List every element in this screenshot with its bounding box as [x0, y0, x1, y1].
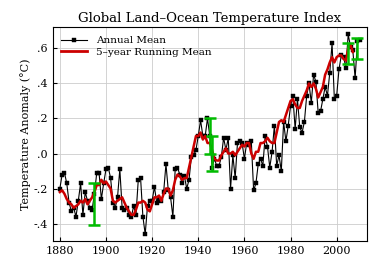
Legend: Annual Mean, 5–year Running Mean: Annual Mean, 5–year Running Mean: [58, 33, 214, 60]
Annual Mean: [85, 199, 90, 202]
Annual Mean: [358, 38, 362, 41]
5–year Running Mean: [291, 98, 295, 101]
5–year Running Mean: [279, 119, 284, 122]
Annual Mean: [178, 173, 182, 176]
Annual Mean: [155, 201, 159, 204]
5–year Running Mean: [228, 152, 233, 155]
Annual Mean: [212, 157, 217, 161]
5–year Running Mean: [57, 190, 62, 194]
5–year Running Mean: [69, 203, 74, 206]
5–year Running Mean: [111, 199, 115, 202]
5–year Running Mean: [245, 141, 249, 145]
Annual Mean: [57, 187, 62, 190]
Annual Mean: [143, 232, 147, 236]
Line: 5–year Running Mean: 5–year Running Mean: [60, 45, 353, 215]
Annual Mean: [288, 105, 293, 108]
Line: Annual Mean: Annual Mean: [58, 33, 361, 236]
Title: Global Land–Ocean Temperature Index: Global Land–Ocean Temperature Index: [78, 12, 341, 25]
Annual Mean: [346, 33, 350, 36]
Annual Mean: [170, 215, 175, 218]
Y-axis label: Temperature Anomaly (°C): Temperature Anomaly (°C): [20, 59, 31, 210]
